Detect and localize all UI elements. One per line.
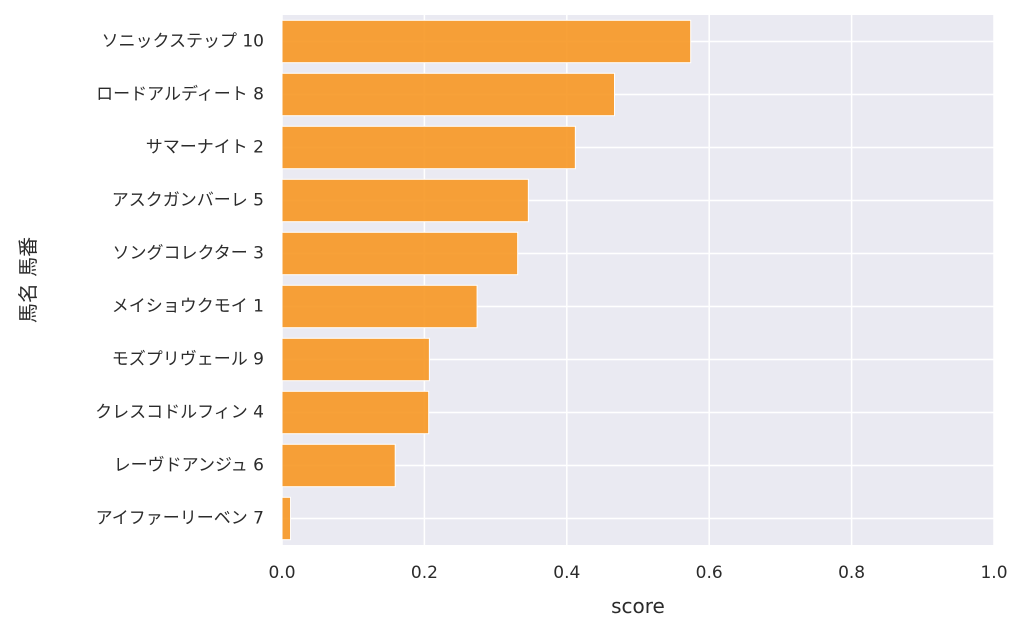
- bar: [281, 125, 576, 170]
- x-tick-label: 0.2: [411, 563, 438, 583]
- y-tick-label: モズプリヴェール 9: [112, 350, 264, 370]
- y-tick-label: サマーナイト 2: [146, 138, 264, 158]
- bar: [281, 496, 292, 541]
- bar: [281, 390, 430, 435]
- x-tick-label: 0.0: [268, 563, 295, 583]
- x-tick-label: 0.6: [696, 563, 723, 583]
- x-tick-labels: 0.0 0.2 0.4 0.6 0.8 1.0: [268, 563, 1007, 583]
- x-tick-label: 0.4: [553, 563, 580, 583]
- bar: [281, 337, 430, 382]
- y-tick-labels: ソニックステップ 10 ロードアルディート 8 サマーナイト 2 アスクガンバーレ 5…: [95, 32, 264, 529]
- y-axis-title: 馬名 馬番: [16, 237, 40, 323]
- bar: [281, 231, 519, 276]
- bar: [281, 72, 616, 117]
- bar: [281, 443, 396, 488]
- x-axis-title: score: [611, 594, 665, 618]
- y-tick-label: アスクガンバーレ 5: [112, 191, 264, 211]
- x-tick-label: 0.8: [838, 563, 865, 583]
- y-tick-label: メイショウクモイ 1: [112, 297, 264, 317]
- y-tick-label: ソニックステップ 10: [101, 32, 264, 52]
- bar: [281, 178, 529, 223]
- y-tick-label: アイファーリーベン 7: [96, 509, 264, 529]
- y-tick-label: ソングコレクター 3: [112, 244, 264, 264]
- y-tick-label: ロードアルディート 8: [96, 84, 264, 105]
- x-tick-label: 1.0: [980, 563, 1007, 583]
- y-tick-label: クレスコドルフィン 4: [95, 403, 264, 423]
- bar: [281, 284, 478, 329]
- y-tick-label: レーヴドアンジュ 6: [114, 456, 264, 476]
- bar: [281, 19, 692, 64]
- bars: [281, 19, 692, 541]
